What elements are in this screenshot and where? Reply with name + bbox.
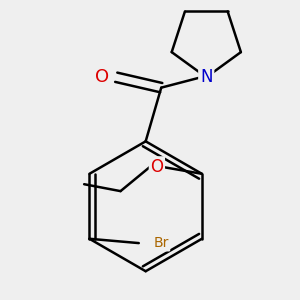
Text: N: N xyxy=(200,68,212,86)
Text: O: O xyxy=(150,158,164,176)
Text: N: N xyxy=(200,68,212,86)
Text: O: O xyxy=(95,68,109,86)
Text: Br: Br xyxy=(154,236,169,250)
